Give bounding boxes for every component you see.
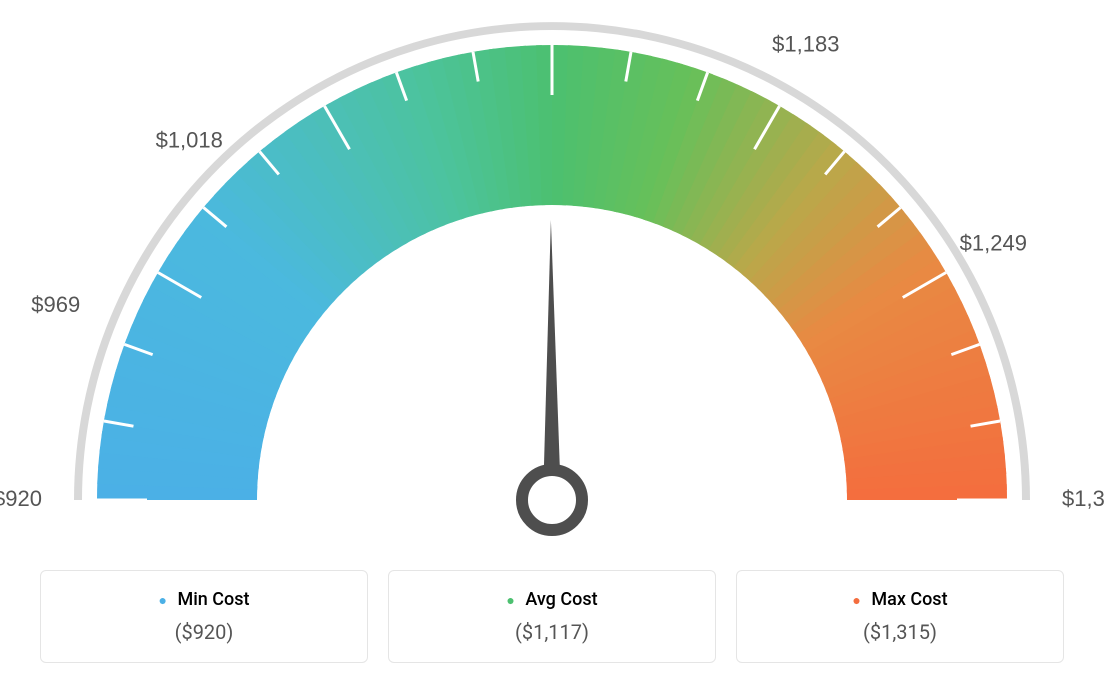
legend-title-max: ● Max Cost: [749, 589, 1051, 610]
bullet-icon: ●: [159, 593, 167, 609]
svg-text:$1,183: $1,183: [772, 32, 839, 57]
legend-row: ● Min Cost ($920) ● Avg Cost ($1,117) ● …: [0, 540, 1104, 663]
svg-text:$1,315: $1,315: [1062, 486, 1104, 511]
legend-card-avg: ● Avg Cost ($1,117): [388, 570, 716, 663]
legend-title-avg: ● Avg Cost: [401, 589, 703, 610]
legend-title-min: ● Min Cost: [53, 589, 355, 610]
gauge-chart: $920$969$1,018$1,117$1,183$1,249$1,315: [0, 0, 1104, 540]
legend-card-max: ● Max Cost ($1,315): [736, 570, 1064, 663]
legend-value-avg: ($1,117): [401, 620, 703, 644]
legend-label: Avg Cost: [525, 589, 597, 610]
legend-label: Max Cost: [871, 589, 947, 610]
legend-value-max: ($1,315): [749, 620, 1051, 644]
legend-label: Min Cost: [177, 589, 249, 610]
svg-text:$1,249: $1,249: [960, 230, 1027, 255]
bullet-icon: ●: [506, 593, 514, 609]
svg-text:$920: $920: [0, 486, 42, 511]
bullet-icon: ●: [852, 593, 860, 609]
legend-value-min: ($920): [53, 620, 355, 644]
legend-card-min: ● Min Cost ($920): [40, 570, 368, 663]
svg-text:$969: $969: [31, 292, 80, 317]
svg-text:$1,018: $1,018: [156, 128, 223, 153]
